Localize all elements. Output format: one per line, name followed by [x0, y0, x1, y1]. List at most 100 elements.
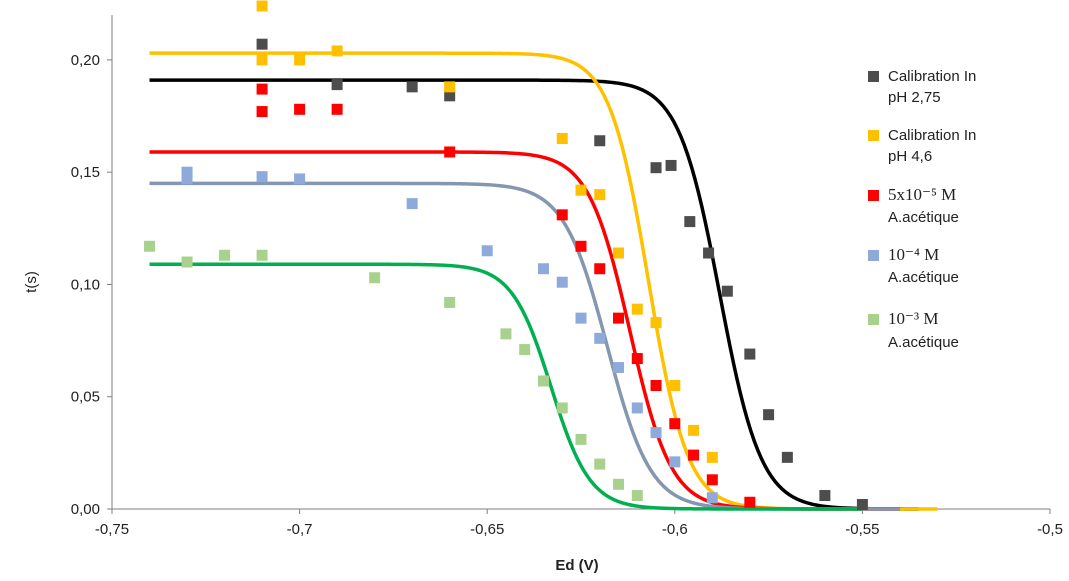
- data-point: [256, 54, 268, 66]
- fit-curves: [149, 51, 938, 511]
- data-points: [144, 0, 868, 511]
- data-point: [444, 146, 456, 158]
- data-point: [406, 81, 418, 93]
- legend-label: A.acétique: [888, 269, 959, 286]
- data-point: [665, 159, 677, 171]
- data-point: [669, 380, 681, 391]
- data-point: [256, 171, 268, 183]
- data-point: [575, 312, 587, 324]
- data-point: [763, 409, 775, 421]
- data-point: [594, 263, 606, 275]
- legend-label: A.acétique: [888, 334, 959, 351]
- data-point: [684, 216, 696, 228]
- legend-marker: [868, 314, 879, 325]
- data-point: [444, 90, 456, 102]
- data-point: [631, 402, 643, 414]
- data-point: [556, 402, 568, 414]
- data-point: [331, 103, 343, 115]
- data-point: [594, 332, 606, 344]
- data-point: [669, 418, 681, 430]
- data-point: [631, 353, 643, 365]
- data-point: [294, 103, 306, 115]
- data-point: [256, 38, 268, 50]
- data-point: [781, 451, 793, 463]
- y-tick-label: 0,10: [71, 276, 100, 293]
- data-point: [721, 285, 733, 297]
- data-point: [537, 263, 549, 275]
- data-point: [537, 375, 549, 387]
- data-point: [706, 492, 718, 504]
- y-tick-label: 0,15: [71, 164, 100, 181]
- data-point: [369, 272, 381, 284]
- data-point: [856, 499, 868, 511]
- data-point: [706, 451, 718, 463]
- data-point: [688, 449, 700, 461]
- data-point: [406, 198, 418, 210]
- data-point: [481, 245, 493, 257]
- legend-marker: [868, 250, 879, 261]
- x-axis-title: Ed (V): [555, 557, 598, 574]
- legend-label: 10⁻⁴ M: [888, 245, 939, 264]
- x-tick-label: -0,5: [1037, 521, 1063, 538]
- data-point: [744, 348, 756, 360]
- data-point: [556, 276, 568, 288]
- data-point: [519, 344, 531, 356]
- legend-label: 5x10⁻⁵ M: [888, 185, 956, 204]
- data-point: [688, 424, 700, 436]
- data-point: [256, 106, 268, 118]
- legend-label: pH 4,6: [888, 148, 932, 165]
- data-point: [631, 490, 643, 502]
- data-point: [575, 184, 587, 196]
- y-tick-label: 0,00: [71, 501, 100, 518]
- data-point: [144, 240, 156, 252]
- fit-curve: [149, 51, 938, 511]
- tick-labels: -0,75 -0,7 -0,65 -0,6 -0,55 -0,5 0,00 0,05 0,10 0…: [71, 52, 1063, 538]
- data-point: [613, 247, 625, 259]
- data-point: [294, 54, 306, 66]
- data-point: [575, 240, 587, 252]
- data-point: [556, 133, 568, 144]
- legend-label: pH 2,75: [888, 89, 941, 106]
- legend-marker: [868, 71, 879, 82]
- fit-curve: [149, 262, 863, 511]
- data-point: [294, 173, 306, 185]
- data-point: [650, 427, 662, 439]
- y-tick-label: 0,05: [71, 389, 100, 406]
- data-point: [613, 478, 625, 490]
- data-point: [744, 496, 756, 508]
- data-point: [650, 380, 662, 391]
- data-point: [613, 312, 625, 324]
- legend-label: Calibration In: [888, 68, 976, 85]
- x-tick-label: -0,55: [845, 521, 879, 538]
- legend-label: Calibration In: [888, 127, 976, 144]
- legend: Calibration In pH 2,75 Calibration In pH 4,…: [868, 68, 976, 351]
- data-point: [444, 296, 456, 308]
- legend-label: 10⁻³ M: [888, 309, 938, 328]
- data-point: [256, 249, 268, 261]
- x-tick-label: -0,75: [95, 521, 129, 538]
- data-point: [594, 189, 606, 201]
- data-point: [650, 162, 662, 174]
- data-point: [703, 247, 715, 259]
- data-point: [256, 83, 268, 95]
- y-tick-label: 0,20: [71, 52, 100, 69]
- data-point: [575, 433, 587, 445]
- data-point: [256, 0, 268, 12]
- data-point: [556, 209, 568, 221]
- data-point: [819, 490, 831, 502]
- data-point: [219, 249, 231, 261]
- legend-label: A.acétique: [888, 209, 959, 226]
- data-point: [669, 456, 681, 468]
- data-point: [331, 45, 343, 57]
- data-point: [444, 81, 456, 93]
- data-point: [181, 256, 193, 268]
- fit-curve: [149, 78, 919, 511]
- data-point: [500, 328, 512, 340]
- y-axis-title: t(s): [23, 271, 40, 293]
- legend-marker: [868, 190, 879, 201]
- data-point: [181, 166, 193, 178]
- data-point: [594, 458, 606, 470]
- data-point: [706, 474, 718, 486]
- legend-marker: [868, 130, 879, 141]
